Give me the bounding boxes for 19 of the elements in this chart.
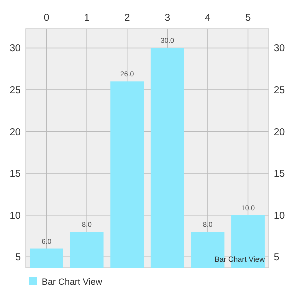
x-tick-label: 4 [205,13,212,24]
y2-tick-label: 5 [274,252,280,264]
y-tick-label: 5 [15,252,22,264]
x-tick-label: 5 [245,13,252,24]
x-tick-label: 3 [164,13,171,24]
y-tick-label: 15 [10,169,22,180]
y2-tick-label: 10 [274,210,286,222]
x-tick-label: 1 [84,13,90,24]
y2-tick-label: 30 [274,44,286,55]
x-tick-label: 0 [44,13,50,24]
y2-tick-label: 20 [274,127,286,138]
y-tick-label: 20 [10,127,22,138]
y2-tick-label: 25 [274,86,286,97]
y-tick-label: 30 [10,44,22,55]
x-tick-label: 2 [124,13,131,24]
y2-tick-label: 15 [274,169,286,180]
y-tick-label: 10 [10,210,22,222]
legend-label: Bar Chart View [42,277,103,288]
y-tick-label: 25 [10,86,22,97]
